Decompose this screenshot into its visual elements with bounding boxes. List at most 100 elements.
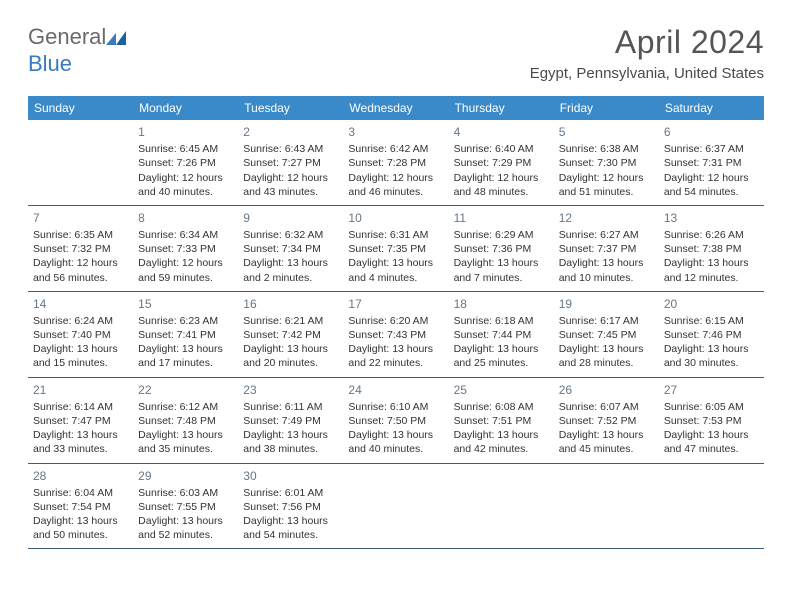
- sunset-line: Sunset: 7:43 PM: [348, 328, 443, 342]
- sunset-line: Sunset: 7:28 PM: [348, 156, 443, 170]
- day-number: 4: [454, 124, 549, 140]
- daylight-line: Daylight: 12 hours and 43 minutes.: [243, 171, 338, 199]
- daylight-line: Daylight: 12 hours and 56 minutes.: [33, 256, 128, 284]
- day-cell: 17 Sunrise: 6:20 AMSunset: 7:43 PMDayligh…: [343, 292, 448, 378]
- empty-cell: [554, 464, 659, 550]
- dow-header: Monday: [133, 96, 238, 120]
- sunrise-line: Sunrise: 6:20 AM: [348, 314, 443, 328]
- day-number: 24: [348, 382, 443, 398]
- day-cell: 24Sunrise: 6:10 AMSunset: 7:50 PMDayligh…: [343, 378, 448, 464]
- day-cell: 7Sunrise: 6:35 AMSunset: 7:32 PMDaylight…: [28, 206, 133, 292]
- daylight-line: Daylight: 12 hours and 40 minutes.: [138, 171, 233, 199]
- day-number: 21: [33, 382, 128, 398]
- day-cell: 14Sunrise: 6:24 AMSunset: 7:40 PMDayligh…: [28, 292, 133, 378]
- empty-cell: [28, 120, 133, 206]
- daylight-line: Daylight: 13 hours and 12 minutes.: [664, 256, 759, 284]
- daylight-line: Daylight: 13 hours and 7 minutes.: [454, 256, 549, 284]
- sunset-line: Sunset: 7:42 PM: [243, 328, 338, 342]
- sunset-line: Sunset: 7:54 PM: [33, 500, 128, 514]
- daylight-line: Daylight: 13 hours and 22 minutes.: [348, 342, 443, 370]
- day-number: 1: [138, 124, 233, 140]
- day-number: 11: [454, 210, 549, 226]
- sunset-line: Sunset: 7:31 PM: [664, 156, 759, 170]
- day-cell: 18Sunrise: 6:18 AMSunset: 7:44 PMDayligh…: [449, 292, 554, 378]
- sunrise-line: Sunrise: 6:03 AM: [138, 486, 233, 500]
- day-number: 3: [348, 124, 443, 140]
- sunrise-line: Sunrise: 6:42 AM: [348, 142, 443, 156]
- day-number: 16: [243, 296, 338, 312]
- daylight-line: Daylight: 13 hours and 10 minutes.: [559, 256, 654, 284]
- month-title: April 2024: [530, 24, 764, 61]
- day-cell: 20Sunrise: 6:15 AMSunset: 7:46 PMDayligh…: [659, 292, 764, 378]
- day-cell: 19Sunrise: 6:17 AMSunset: 7:45 PMDayligh…: [554, 292, 659, 378]
- sunrise-line: Sunrise: 6:05 AM: [664, 400, 759, 414]
- title-block: April 2024 Egypt, Pennsylvania, United S…: [530, 24, 764, 82]
- logo-text: GeneralBlue: [28, 24, 128, 77]
- day-cell: 1Sunrise: 6:45 AMSunset: 7:26 PMDaylight…: [133, 120, 238, 206]
- sunrise-line: Sunrise: 6:01 AM: [243, 486, 338, 500]
- daylight-line: Daylight: 13 hours and 15 minutes.: [33, 342, 128, 370]
- sunset-line: Sunset: 7:30 PM: [559, 156, 654, 170]
- sunrise-line: Sunrise: 6:32 AM: [243, 228, 338, 242]
- daylight-line: Daylight: 13 hours and 52 minutes.: [138, 514, 233, 542]
- sunset-line: Sunset: 7:51 PM: [454, 414, 549, 428]
- sunrise-line: Sunrise: 6:14 AM: [33, 400, 128, 414]
- dow-header: Saturday: [659, 96, 764, 120]
- day-number: 6: [664, 124, 759, 140]
- day-number: 23: [243, 382, 338, 398]
- daylight-line: Daylight: 12 hours and 54 minutes.: [664, 171, 759, 199]
- sunrise-line: Sunrise: 6:15 AM: [664, 314, 759, 328]
- day-cell: 29Sunrise: 6:03 AMSunset: 7:55 PMDayligh…: [133, 464, 238, 550]
- sunset-line: Sunset: 7:38 PM: [664, 242, 759, 256]
- sunset-line: Sunset: 7:33 PM: [138, 242, 233, 256]
- daylight-line: Daylight: 13 hours and 25 minutes.: [454, 342, 549, 370]
- empty-cell: [659, 464, 764, 550]
- daylight-line: Daylight: 12 hours and 59 minutes.: [138, 256, 233, 284]
- header: GeneralBlue April 2024 Egypt, Pennsylvan…: [28, 24, 764, 82]
- daylight-line: Daylight: 13 hours and 28 minutes.: [559, 342, 654, 370]
- day-cell: 26Sunrise: 6:07 AMSunset: 7:52 PMDayligh…: [554, 378, 659, 464]
- sunset-line: Sunset: 7:44 PM: [454, 328, 549, 342]
- daylight-line: Daylight: 13 hours and 33 minutes.: [33, 428, 128, 456]
- sunset-line: Sunset: 7:41 PM: [138, 328, 233, 342]
- dow-header: Sunday: [28, 96, 133, 120]
- sunrise-line: Sunrise: 6:29 AM: [454, 228, 549, 242]
- logo: GeneralBlue: [28, 24, 128, 77]
- daylight-line: Daylight: 13 hours and 4 minutes.: [348, 256, 443, 284]
- sunset-line: Sunset: 7:50 PM: [348, 414, 443, 428]
- sunrise-line: Sunrise: 6:31 AM: [348, 228, 443, 242]
- day-number: 17: [348, 296, 443, 312]
- dow-header: Friday: [554, 96, 659, 120]
- day-cell: 28Sunrise: 6:04 AMSunset: 7:54 PMDayligh…: [28, 464, 133, 550]
- dow-header: Thursday: [449, 96, 554, 120]
- daylight-line: Daylight: 13 hours and 20 minutes.: [243, 342, 338, 370]
- day-number: 14: [33, 296, 128, 312]
- day-number: 13: [664, 210, 759, 226]
- sunrise-line: Sunrise: 6:12 AM: [138, 400, 233, 414]
- day-number: 27: [664, 382, 759, 398]
- sunrise-line: Sunrise: 6:35 AM: [33, 228, 128, 242]
- logo-word1: General: [28, 24, 106, 49]
- daylight-line: Daylight: 13 hours and 50 minutes.: [33, 514, 128, 542]
- day-cell: 13Sunrise: 6:26 AMSunset: 7:38 PMDayligh…: [659, 206, 764, 292]
- sunrise-line: Sunrise: 6:18 AM: [454, 314, 549, 328]
- sunset-line: Sunset: 7:34 PM: [243, 242, 338, 256]
- logo-word2: Blue: [28, 51, 72, 76]
- sunset-line: Sunset: 7:45 PM: [559, 328, 654, 342]
- daylight-line: Daylight: 13 hours and 47 minutes.: [664, 428, 759, 456]
- sunset-line: Sunset: 7:32 PM: [33, 242, 128, 256]
- sunset-line: Sunset: 7:49 PM: [243, 414, 338, 428]
- sunset-line: Sunset: 7:53 PM: [664, 414, 759, 428]
- dow-header: Tuesday: [238, 96, 343, 120]
- day-cell: 30Sunrise: 6:01 AMSunset: 7:56 PMDayligh…: [238, 464, 343, 550]
- sunrise-line: Sunrise: 6:27 AM: [559, 228, 654, 242]
- day-number: 19: [559, 296, 654, 312]
- day-number: 25: [454, 382, 549, 398]
- day-number: 10: [348, 210, 443, 226]
- daylight-line: Daylight: 13 hours and 45 minutes.: [559, 428, 654, 456]
- sunset-line: Sunset: 7:56 PM: [243, 500, 338, 514]
- daylight-line: Daylight: 13 hours and 35 minutes.: [138, 428, 233, 456]
- day-cell: 21Sunrise: 6:14 AMSunset: 7:47 PMDayligh…: [28, 378, 133, 464]
- day-number: 12: [559, 210, 654, 226]
- sunset-line: Sunset: 7:55 PM: [138, 500, 233, 514]
